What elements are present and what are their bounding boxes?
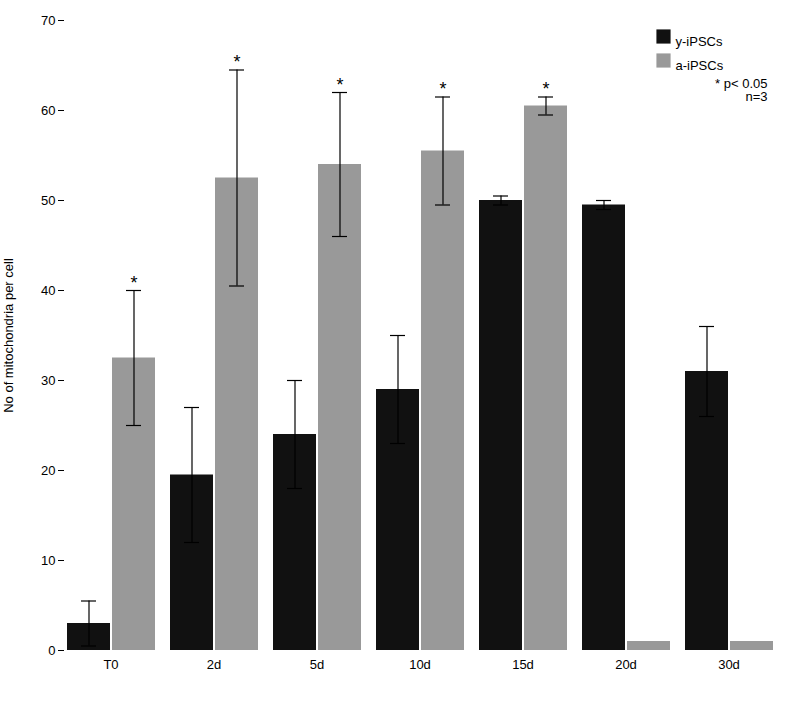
svg-text:T0: T0 [103, 657, 118, 672]
svg-text:15d: 15d [512, 657, 534, 672]
svg-text:50: 50 [41, 193, 55, 208]
svg-text:y-iPSCs: y-iPSCs [676, 34, 723, 49]
svg-text:*: * [439, 79, 446, 99]
svg-text:30d: 30d [718, 657, 740, 672]
svg-text:*: * [542, 79, 549, 99]
svg-text:10d: 10d [409, 657, 431, 672]
svg-text:*: * [336, 75, 343, 95]
svg-text:*: * [233, 52, 240, 72]
svg-text:70: 70 [41, 13, 55, 28]
svg-text:* p< 0.05 n=3: * p< 0.05 n=3 [715, 76, 767, 104]
svg-text:40: 40 [41, 283, 55, 298]
svg-text:60: 60 [41, 103, 55, 118]
svg-text:10: 10 [41, 553, 55, 568]
svg-text:2d: 2d [207, 657, 221, 672]
svg-text:No of mitochondria per cell: No of mitochondria per cell [1, 258, 16, 413]
svg-text:20d: 20d [615, 657, 637, 672]
svg-text:*: * [130, 273, 137, 293]
svg-text:20: 20 [41, 463, 55, 478]
svg-text:5d: 5d [310, 657, 324, 672]
svg-text:a-iPSCs: a-iPSCs [676, 58, 724, 73]
svg-text:0: 0 [48, 643, 55, 658]
svg-text:30: 30 [41, 373, 55, 388]
